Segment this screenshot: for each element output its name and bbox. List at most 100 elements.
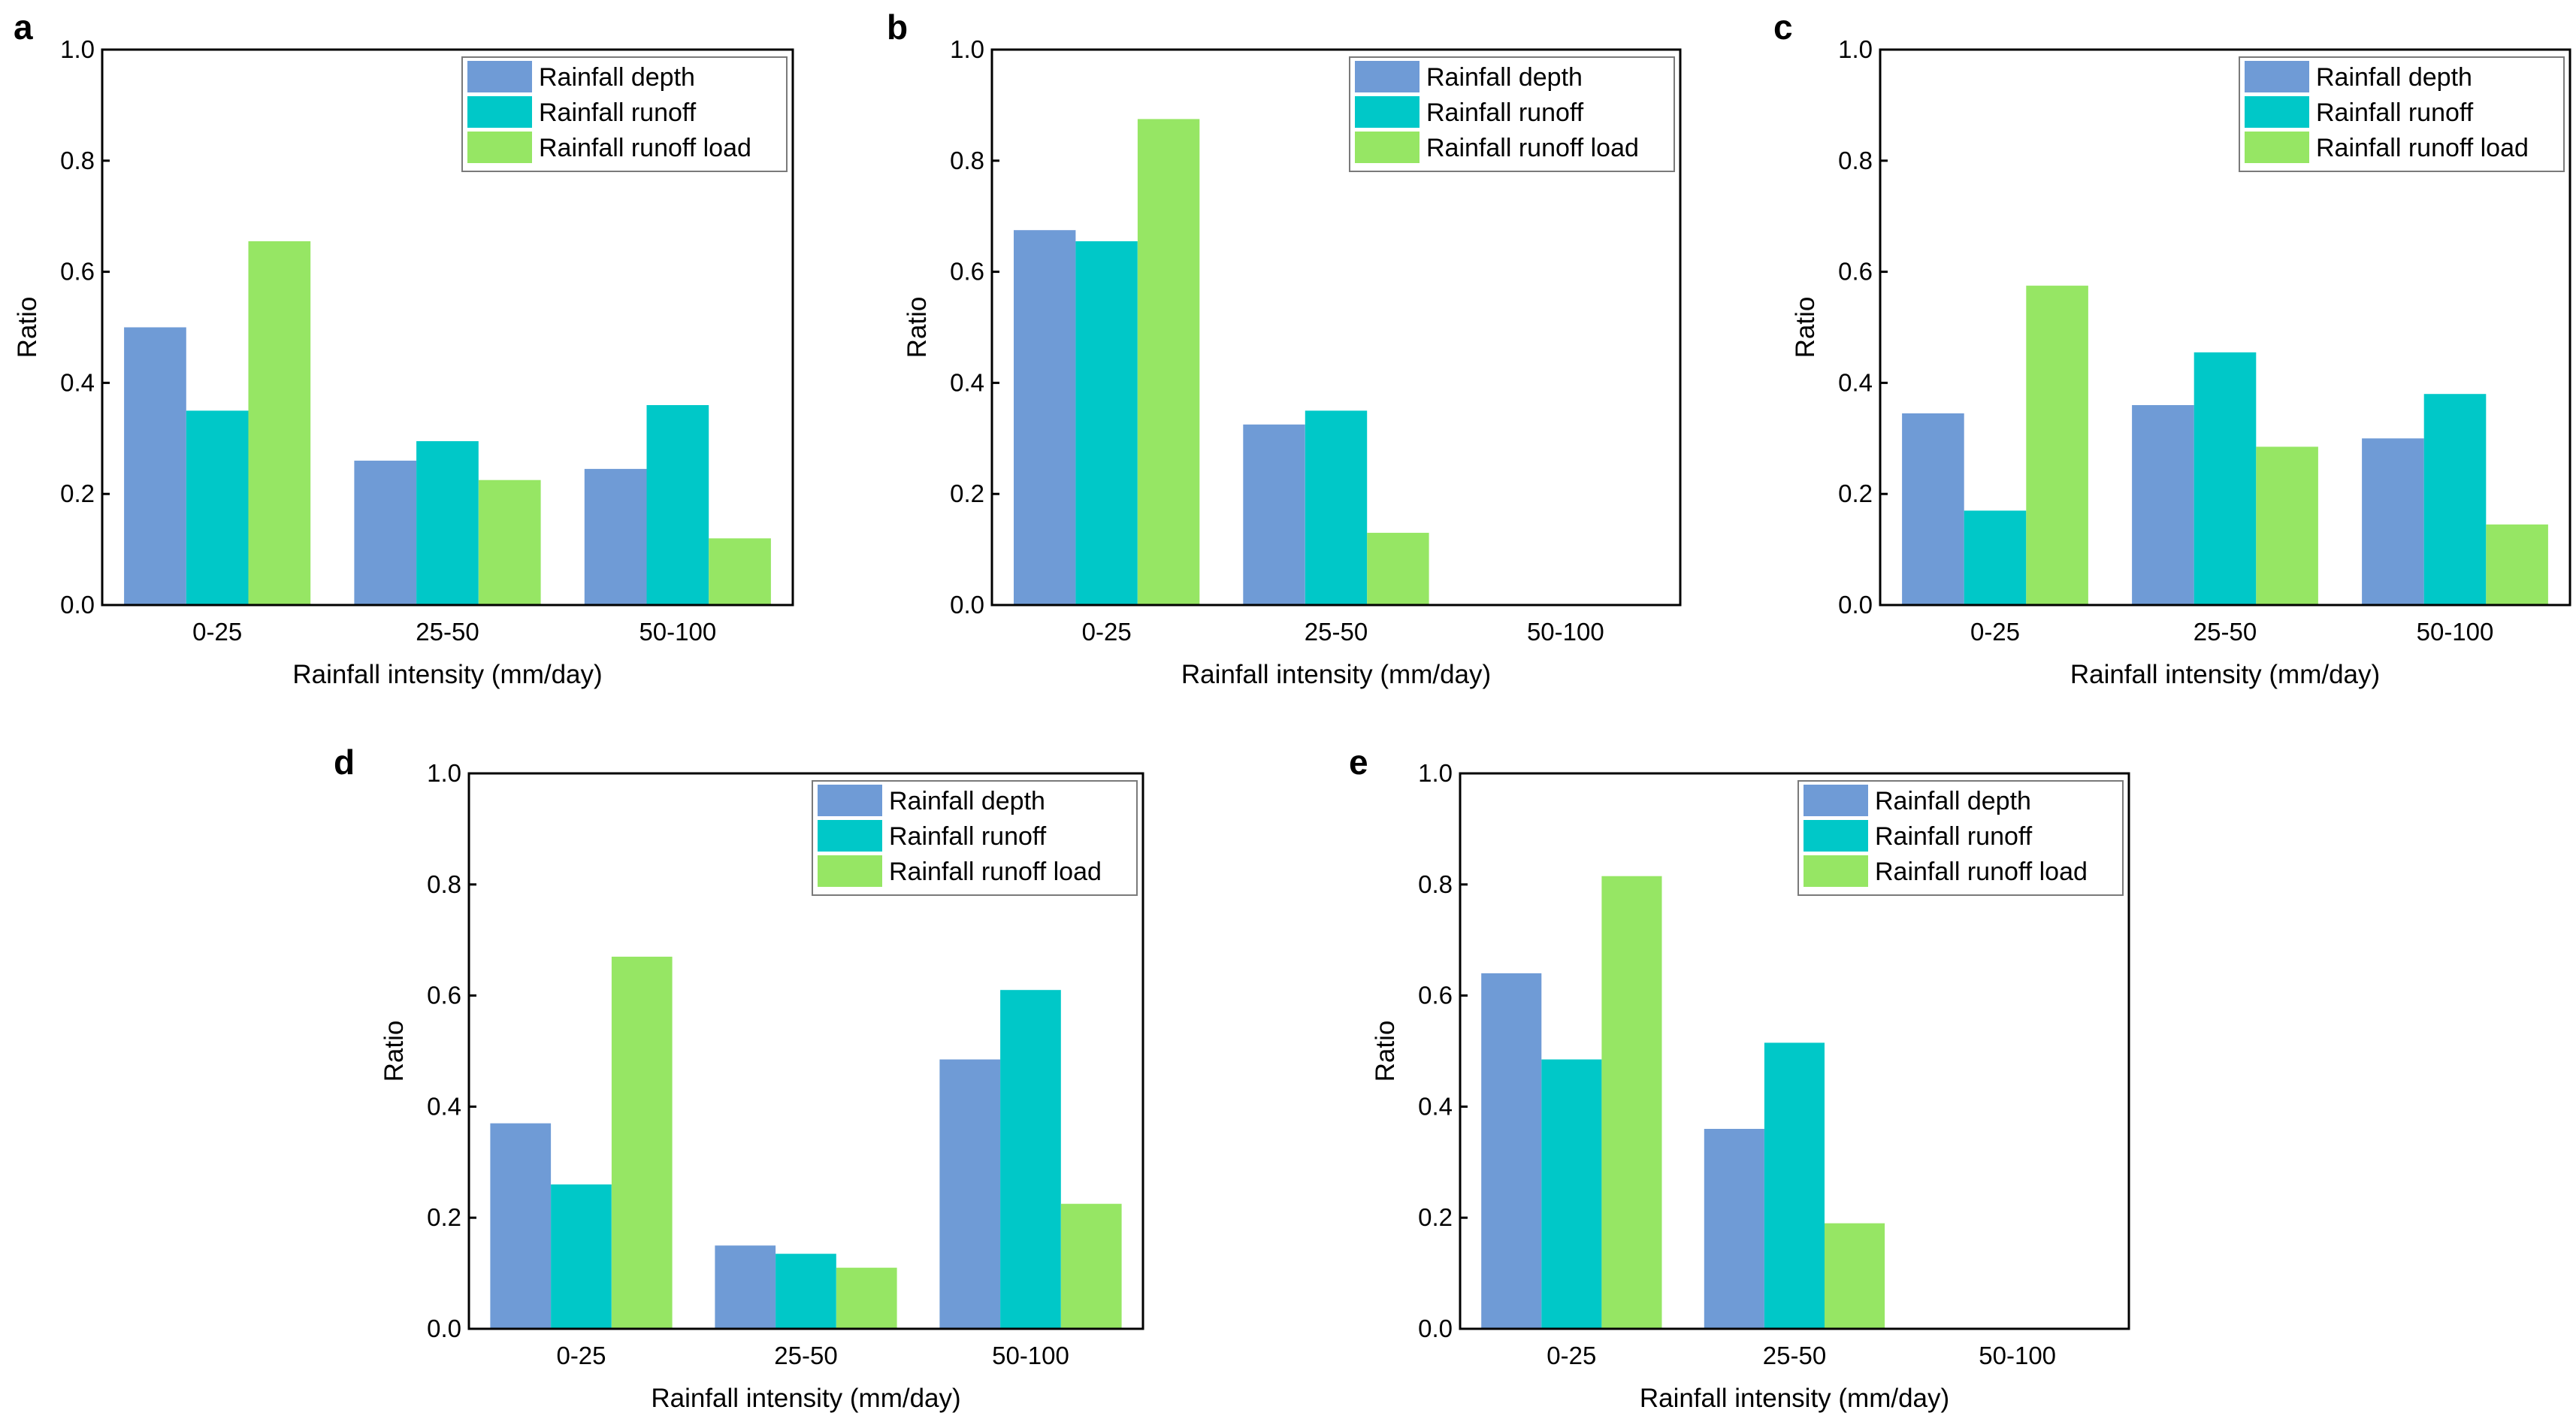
x-tick-label-e-0-25: 0-25: [1547, 1342, 1596, 1369]
bar-e-rainfall-depth-25-50: [1704, 1129, 1764, 1329]
bar-d-rainfall-depth-50-100: [939, 1059, 1001, 1329]
x-tick-label-a-0-25: 0-25: [192, 618, 242, 646]
y-tick-label-c-0.2: 0.2: [1838, 480, 1873, 507]
bar-d-rainfall-runoff-50-100: [1000, 990, 1061, 1329]
bar-d-rainfall-depth-25-50: [715, 1245, 776, 1329]
x-tick-label-d-25-50: 25-50: [774, 1342, 837, 1369]
y-axis-label-b: Ratio: [903, 297, 932, 359]
plot-frame-e: [1459, 772, 2130, 1330]
y-tick-label-b-1.0: 1.0: [950, 35, 984, 63]
legend-swatch-a-rainfall-runoff: [467, 96, 532, 128]
bar-a-rainfall-runoff-0-25: [186, 410, 249, 605]
bar-c-rainfall-depth-50-100: [2362, 438, 2424, 605]
y-tick-label-b-0.2: 0.2: [950, 480, 984, 507]
legend-swatch-c-rainfall-depth: [2245, 61, 2309, 92]
legend-label-c-rainfall-runoff: Rainfall runoff: [2316, 98, 2474, 127]
bar-c-rainfall-runoff-load-25-50: [2256, 446, 2318, 605]
legend-label-a-rainfall-depth: Rainfall depth: [539, 63, 695, 92]
bar-c-rainfall-runoff-load-50-100: [2486, 524, 2548, 605]
plot-frame-b: [990, 48, 1682, 607]
chart-panel-e: e 0.0 0.2 0.4 0.6 0.8 1.0 0-25 25-50 50-100 Rainfa…: [1349, 743, 2130, 1413]
legend-label-c-rainfall-runoff-load: Rainfall runoff load: [2316, 134, 2529, 162]
x-tick-label-a-50-100: 50-100: [639, 618, 716, 646]
legend-swatch-d-rainfall-runoff-load: [818, 855, 882, 887]
y-tick-label-e-0.0: 0.0: [1418, 1315, 1453, 1342]
bar-d-rainfall-runoff-load-50-100: [1060, 1203, 1122, 1329]
bar-b-rainfall-runoff-load-25-50: [1367, 532, 1429, 605]
legend-swatch-e-rainfall-runoff: [1804, 820, 1868, 852]
x-tick-label-b-0-25: 0-25: [1082, 618, 1132, 646]
bar-b-rainfall-depth-25-50: [1243, 424, 1305, 605]
legend-swatch-c-rainfall-runoff-load: [2245, 132, 2309, 163]
legend-label-b-rainfall-depth: Rainfall depth: [1426, 63, 1583, 92]
x-tick-label-c-25-50: 25-50: [2194, 618, 2257, 646]
y-tick-label-d-0.8: 0.8: [427, 870, 461, 898]
y-tick-label-b-0.8: 0.8: [950, 147, 984, 174]
bar-d-rainfall-runoff-0-25: [551, 1184, 612, 1329]
y-axis-label-a: Ratio: [13, 297, 42, 359]
legend-b: Rainfall depth Rainfall runoff Rainfall ru…: [1349, 56, 1675, 172]
legend-label-e-rainfall-runoff: Rainfall runoff: [1875, 822, 2033, 851]
legend-swatch-a-rainfall-runoff-load: [467, 132, 532, 163]
chart-panel-a: a 0.0 0.2 0.4 0.6 0.8 1.0 0-25 25-50 50-100 Rainfa…: [13, 8, 794, 689]
panel-letter-d: d: [334, 743, 355, 782]
legend-d: Rainfall depth Rainfall runoff Rainfall ru…: [812, 780, 1138, 896]
x-tick-label-b-50-100: 50-100: [1527, 618, 1604, 646]
bar-b-rainfall-runoff-25-50: [1305, 410, 1368, 605]
chart-panel-c: c 0.0 0.2 0.4 0.6 0.8 1.0 0-25 25-50 50-100 Rainfa…: [1773, 8, 2571, 689]
y-tick-label-d-0.0: 0.0: [427, 1315, 461, 1342]
bar-a-rainfall-runoff-50-100: [646, 405, 709, 605]
legend-swatch-a-rainfall-depth: [467, 61, 532, 92]
bar-c-rainfall-runoff-load-0-25: [2026, 286, 2088, 605]
y-tick-label-e-0.6: 0.6: [1418, 982, 1453, 1009]
legend-label-b-rainfall-runoff-load: Rainfall runoff load: [1426, 134, 1639, 162]
y-tick-label-a-0.8: 0.8: [60, 147, 95, 174]
y-tick-label-e-1.0: 1.0: [1418, 759, 1453, 787]
bar-d-rainfall-runoff-load-25-50: [836, 1267, 897, 1329]
bar-d-rainfall-runoff-25-50: [776, 1254, 836, 1329]
x-axis-label-d: Rainfall intensity (mm/day): [651, 1384, 960, 1413]
bar-a-rainfall-runoff-load-0-25: [248, 241, 311, 605]
panel-letter-b: b: [887, 8, 908, 47]
bar-d-rainfall-depth-0-25: [490, 1123, 552, 1329]
y-tick-label-a-0.6: 0.6: [60, 258, 95, 286]
bar-c-rainfall-depth-25-50: [2132, 405, 2194, 605]
legend-label-c-rainfall-depth: Rainfall depth: [2316, 63, 2472, 92]
legend-e: Rainfall depth Rainfall runoff Rainfall ru…: [1797, 780, 2124, 896]
x-axis-label-a: Rainfall intensity (mm/day): [292, 660, 602, 689]
legend-swatch-b-rainfall-runoff-load: [1355, 132, 1420, 163]
bar-d-rainfall-runoff-load-0-25: [611, 956, 673, 1329]
y-tick-label-c-0.8: 0.8: [1838, 147, 1873, 174]
plot-frame-d: [467, 772, 1144, 1330]
y-axis-label-e: Ratio: [1371, 1021, 1400, 1082]
y-tick-label-d-0.2: 0.2: [427, 1203, 461, 1231]
panel-letter-c: c: [1773, 8, 1793, 47]
bar-a-rainfall-runoff-load-25-50: [478, 480, 541, 605]
x-tick-label-b-25-50: 25-50: [1305, 618, 1368, 646]
bar-e-rainfall-runoff-load-25-50: [1825, 1223, 1885, 1329]
legend-swatch-e-rainfall-runoff-load: [1804, 855, 1868, 887]
panel-letter-a: a: [14, 8, 33, 47]
y-tick-label-d-0.6: 0.6: [427, 982, 461, 1009]
legend-label-d-rainfall-runoff-load: Rainfall runoff load: [889, 858, 1102, 886]
x-tick-label-c-50-100: 50-100: [2417, 618, 2494, 646]
x-tick-label-e-25-50: 25-50: [1763, 1342, 1826, 1369]
bar-c-rainfall-runoff-0-25: [1964, 510, 2027, 605]
legend-label-d-rainfall-runoff: Rainfall runoff: [889, 822, 1047, 851]
legend-swatch-c-rainfall-runoff: [2245, 96, 2309, 128]
y-tick-label-d-1.0: 1.0: [427, 759, 461, 787]
bar-c-rainfall-runoff-50-100: [2423, 394, 2487, 605]
legend-swatch-b-rainfall-depth: [1355, 61, 1420, 92]
x-tick-label-c-0-25: 0-25: [1970, 618, 2020, 646]
legend-swatch-d-rainfall-depth: [818, 785, 882, 816]
x-tick-label-d-0-25: 0-25: [556, 1342, 606, 1369]
legend-swatch-b-rainfall-runoff: [1355, 96, 1420, 128]
legend-label-d-rainfall-depth: Rainfall depth: [889, 787, 1045, 815]
legend-a: Rainfall depth Rainfall runoff Rainfall ru…: [461, 56, 788, 172]
y-tick-label-b-0.4: 0.4: [950, 368, 984, 396]
chart-panel-b: b 0.0 0.2 0.4 0.6 0.8 1.0 0-25 25-50 50-100 Rainfa…: [887, 8, 1682, 689]
y-tick-label-c-1.0: 1.0: [1838, 35, 1873, 63]
legend-label-b-rainfall-runoff: Rainfall runoff: [1426, 98, 1584, 127]
y-tick-label-b-0.6: 0.6: [950, 258, 984, 286]
